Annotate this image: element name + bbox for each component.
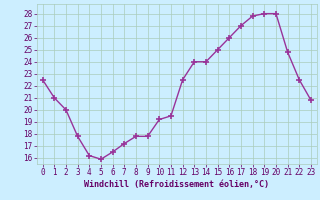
X-axis label: Windchill (Refroidissement éolien,°C): Windchill (Refroidissement éolien,°C) [84, 180, 269, 189]
